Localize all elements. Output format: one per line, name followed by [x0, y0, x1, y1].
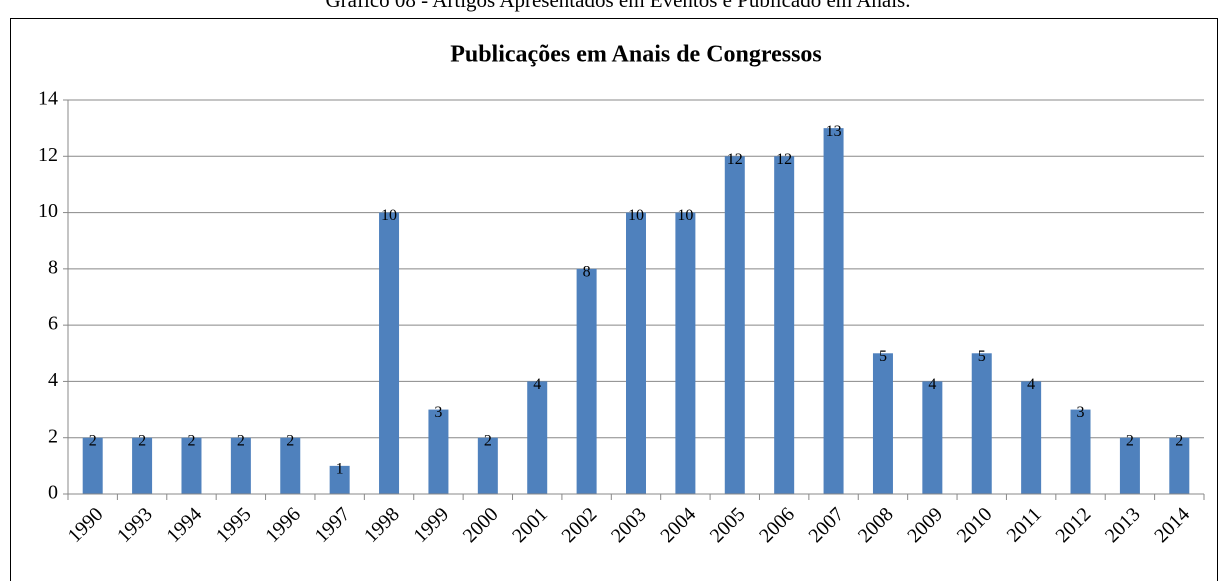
- y-tick-label: 2: [48, 425, 58, 447]
- data-label: 2: [286, 432, 294, 449]
- x-tick-label: 2001: [508, 503, 552, 547]
- x-tick-label: 2004: [656, 503, 700, 547]
- chart-title: Publicações em Anais de Congressos: [450, 42, 822, 68]
- bar: [477, 437, 498, 494]
- y-tick-label: 14: [38, 88, 58, 110]
- x-tick-label: 2014: [1150, 503, 1194, 547]
- x-tick-label: 2006: [755, 503, 799, 547]
- data-label: 4: [1027, 376, 1035, 393]
- y-tick-label: 10: [38, 200, 58, 222]
- x-tick-label: 2012: [1051, 503, 1095, 547]
- x-tick-label: 1993: [113, 503, 157, 547]
- data-label: 3: [434, 404, 442, 421]
- data-label: 5: [879, 348, 887, 365]
- data-label: 10: [628, 207, 644, 224]
- x-tick-label: 2008: [854, 503, 898, 547]
- bar: [774, 156, 795, 495]
- caption: Gráfico 08 - Artigos Apresentados em Eve…: [326, 0, 911, 12]
- bar: [724, 156, 745, 495]
- data-label: 2: [187, 432, 195, 449]
- data-label: 2: [89, 432, 97, 449]
- x-tick-label: 1997: [311, 503, 355, 547]
- data-label: 5: [978, 348, 986, 365]
- x-tick-label: 2010: [953, 503, 997, 547]
- bar: [280, 437, 301, 494]
- bar: [132, 437, 153, 494]
- x-tick-label: 2000: [459, 503, 503, 547]
- bar: [329, 465, 350, 494]
- bar: [971, 353, 992, 494]
- bar: [1119, 437, 1140, 494]
- data-label: 10: [677, 207, 693, 224]
- y-tick-label: 8: [48, 256, 58, 278]
- bar: [230, 437, 251, 494]
- data-label: 2: [1126, 432, 1134, 449]
- data-label: 3: [1077, 404, 1085, 421]
- data-label: 1: [336, 461, 344, 478]
- data-label: 12: [776, 151, 792, 168]
- bar: [1070, 409, 1091, 494]
- x-tick-label: 1998: [360, 503, 404, 547]
- data-label: 2: [1175, 432, 1183, 449]
- x-tick-label: 2002: [558, 503, 602, 547]
- bar: [181, 437, 202, 494]
- x-tick-label: 2009: [903, 503, 947, 547]
- data-label: 2: [484, 432, 492, 449]
- y-tick-label: 0: [48, 482, 58, 504]
- x-tick-label: 1994: [162, 503, 206, 547]
- y-tick-label: 4: [48, 369, 58, 391]
- data-label: 4: [928, 376, 936, 393]
- x-tick-label: 2007: [805, 503, 849, 547]
- bar: [675, 212, 696, 495]
- data-label: 2: [138, 432, 146, 449]
- bar: [823, 128, 844, 494]
- data-label: 4: [533, 376, 541, 393]
- data-label: 8: [583, 264, 591, 281]
- x-tick-label: 1995: [212, 503, 256, 547]
- bar: [1169, 437, 1190, 494]
- x-tick-label: 2013: [1101, 503, 1145, 547]
- bar: [576, 268, 597, 494]
- data-label: 12: [727, 151, 743, 168]
- data-label: 13: [826, 123, 842, 140]
- x-tick-label: 1990: [64, 503, 108, 547]
- x-tick-label: 2003: [607, 503, 651, 547]
- bar: [626, 212, 646, 495]
- data-label: 2: [237, 432, 245, 449]
- bar: [872, 353, 893, 494]
- bar: [922, 381, 943, 494]
- bar: [428, 409, 449, 494]
- y-tick-label: 12: [38, 144, 58, 166]
- x-tick-label: 2011: [1003, 503, 1046, 546]
- bar: [1021, 381, 1042, 494]
- chart-border: [10, 18, 1218, 581]
- bar: [379, 212, 400, 495]
- x-tick-label: 1996: [261, 503, 305, 547]
- bar: [82, 437, 103, 494]
- x-tick-label: 2005: [706, 503, 750, 547]
- bar: [527, 381, 548, 494]
- data-label: 10: [381, 207, 397, 224]
- y-tick-label: 6: [48, 313, 58, 335]
- x-tick-label: 1999: [409, 503, 453, 547]
